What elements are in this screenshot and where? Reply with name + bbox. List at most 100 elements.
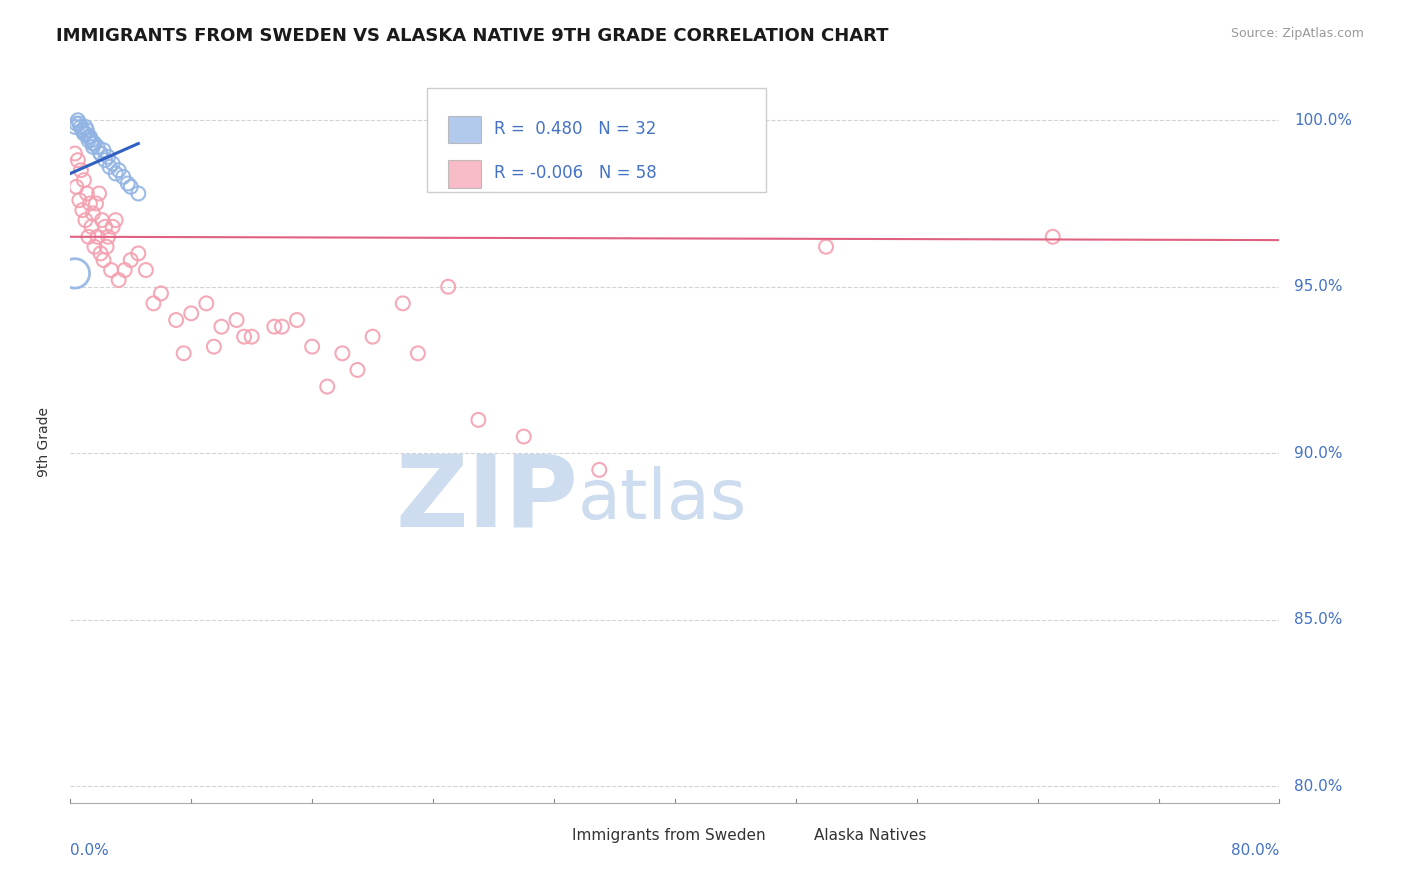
Point <box>67 117 90 131</box>
Point <box>96 240 118 254</box>
Point <box>80 219 103 234</box>
Point <box>240 329 263 343</box>
Point <box>90 146 111 161</box>
Point <box>301 340 323 354</box>
Point <box>112 169 135 184</box>
Point <box>406 346 429 360</box>
Point <box>94 219 117 234</box>
Point <box>82 136 104 151</box>
Text: 95.0%: 95.0% <box>1294 279 1343 294</box>
Point <box>76 123 98 137</box>
Point <box>332 346 354 360</box>
Point <box>72 123 94 137</box>
Point <box>70 163 93 178</box>
Point <box>114 263 136 277</box>
Text: Immigrants from Sweden: Immigrants from Sweden <box>572 828 766 843</box>
Text: Source: ZipAtlas.com: Source: ZipAtlas.com <box>1230 27 1364 40</box>
FancyBboxPatch shape <box>427 87 765 193</box>
Point <box>173 346 195 360</box>
Point <box>361 329 384 343</box>
Text: Alaska Natives: Alaska Natives <box>814 828 927 843</box>
Point <box>77 133 100 147</box>
Point <box>80 133 103 147</box>
Point <box>513 429 536 443</box>
Point <box>97 150 120 164</box>
Text: 0.0%: 0.0% <box>70 843 110 857</box>
Text: 9th Grade: 9th Grade <box>37 407 51 476</box>
Point <box>86 140 108 154</box>
Point <box>65 117 87 131</box>
Point <box>346 363 368 377</box>
Text: 85.0%: 85.0% <box>1294 612 1343 627</box>
FancyBboxPatch shape <box>447 161 481 188</box>
Point <box>120 253 142 268</box>
Point <box>83 240 105 254</box>
Point <box>127 186 149 201</box>
Point <box>142 296 165 310</box>
Point <box>70 120 93 134</box>
Point <box>180 306 202 320</box>
Text: 90.0%: 90.0% <box>1294 446 1343 460</box>
Point <box>120 179 142 194</box>
Point <box>84 196 107 211</box>
Point <box>195 296 218 310</box>
Point <box>316 379 339 393</box>
Point <box>87 186 110 201</box>
Point <box>63 266 86 280</box>
Text: 80.0%: 80.0% <box>1294 779 1343 794</box>
Point <box>93 253 115 268</box>
Point <box>285 313 308 327</box>
Point <box>82 206 104 220</box>
Point <box>83 136 105 151</box>
Point <box>90 246 111 260</box>
Point <box>98 160 121 174</box>
Point <box>67 193 90 207</box>
Point <box>86 229 108 244</box>
Point <box>104 167 127 181</box>
Text: atlas: atlas <box>578 466 748 533</box>
Point <box>63 146 86 161</box>
Point <box>94 153 117 168</box>
Text: IMMIGRANTS FROM SWEDEN VS ALASKA NATIVE 9TH GRADE CORRELATION CHART: IMMIGRANTS FROM SWEDEN VS ALASKA NATIVE … <box>56 27 889 45</box>
Point <box>79 196 101 211</box>
Point <box>270 319 294 334</box>
Point <box>101 156 124 170</box>
Point <box>1042 229 1064 244</box>
Point <box>225 313 247 327</box>
Point <box>79 129 101 144</box>
Text: R =  0.480   N = 32: R = 0.480 N = 32 <box>494 120 655 137</box>
Point <box>233 329 256 343</box>
Point <box>437 279 460 293</box>
Point <box>135 263 157 277</box>
Point <box>82 140 104 154</box>
FancyBboxPatch shape <box>447 116 481 143</box>
Point <box>97 229 120 244</box>
Point <box>104 213 127 227</box>
Point <box>100 263 122 277</box>
Point <box>815 240 838 254</box>
Point <box>77 129 100 144</box>
Point <box>76 186 98 201</box>
Point <box>75 120 97 134</box>
Point <box>107 163 129 178</box>
Text: ZIP: ZIP <box>395 450 578 548</box>
Point <box>72 203 94 218</box>
Point <box>90 146 111 161</box>
Point <box>117 177 139 191</box>
Point <box>588 463 610 477</box>
Point <box>202 340 225 354</box>
Point <box>263 319 285 334</box>
Point <box>66 113 89 128</box>
Text: R = -0.006   N = 58: R = -0.006 N = 58 <box>494 164 657 183</box>
Point <box>73 127 96 141</box>
Point <box>77 229 100 244</box>
Point <box>73 173 96 187</box>
Point <box>75 127 97 141</box>
Point <box>165 313 187 327</box>
Point <box>101 219 124 234</box>
Point <box>72 123 94 137</box>
FancyBboxPatch shape <box>772 821 801 850</box>
Point <box>127 246 149 260</box>
Point <box>63 120 86 134</box>
Point <box>211 319 233 334</box>
